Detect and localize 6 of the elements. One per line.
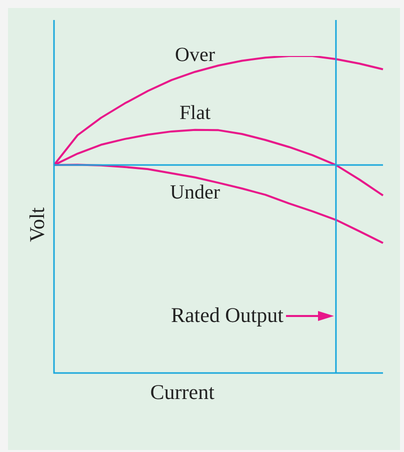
- y-axis-title: Volt: [25, 207, 50, 242]
- x-axis-title: Current: [150, 380, 214, 405]
- series-label: Under: [170, 182, 220, 204]
- annotation: Rated Output: [170, 303, 284, 328]
- series-label: Flat: [179, 102, 211, 124]
- series-label: Over: [175, 44, 216, 66]
